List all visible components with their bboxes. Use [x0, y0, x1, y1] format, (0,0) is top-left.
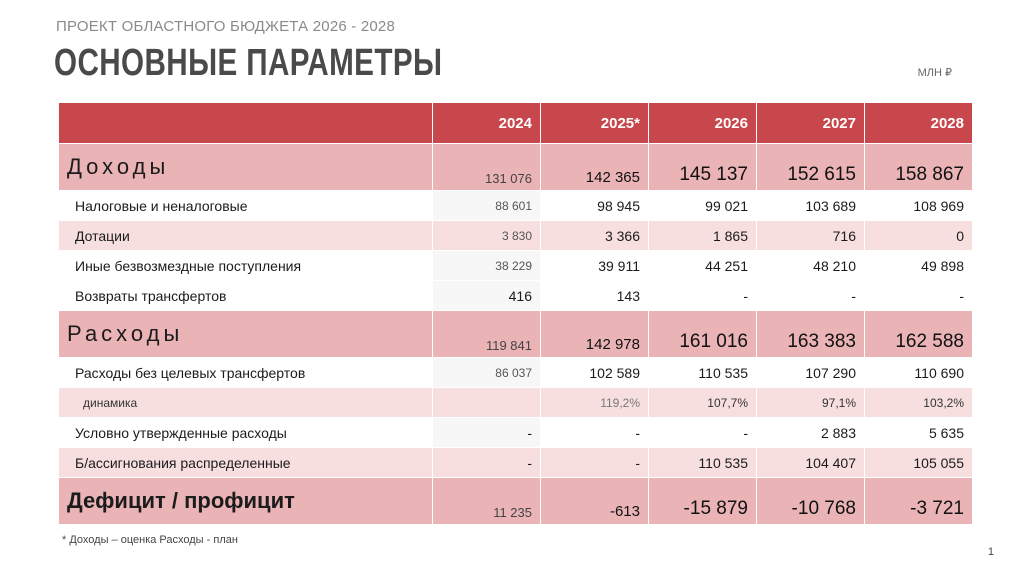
page-number: 1: [987, 546, 994, 558]
row-label: Б/ассигнования распределенные: [58, 447, 433, 478]
cell-value: 142 978: [540, 310, 649, 358]
cell-value: 49 898: [864, 250, 973, 281]
cell-value: 131 076: [432, 143, 541, 191]
cell-value: 158 867: [864, 143, 973, 191]
cell-value: 416: [432, 280, 541, 311]
year-header-2026: 2026: [648, 102, 757, 144]
row-income: Доходы 131 076 142 365 145 137 152 615 1…: [58, 143, 973, 191]
cell-value: 108 969: [864, 190, 973, 221]
cell-value: -: [540, 417, 649, 448]
cell-value: 48 210: [756, 250, 865, 281]
cell-value: 97,1%: [756, 387, 865, 418]
year-header-2024: 2024: [432, 102, 541, 144]
cell-value: 38 229: [432, 250, 541, 281]
cell-value: -: [540, 447, 649, 478]
cell-value: -613: [540, 477, 649, 525]
row-dynamics: динамика 119,2% 107,7% 97,1% 103,2%: [58, 387, 973, 418]
cell-value: 163 383: [756, 310, 865, 358]
row-label: Налоговые и неналоговые: [58, 190, 433, 221]
cell-value: 107 290: [756, 357, 865, 388]
row-deficit-surplus: Дефицит / профицит 11 235 -613 -15 879 -…: [58, 477, 973, 525]
row-label: Условно утвержденные расходы: [58, 417, 433, 448]
cell-value: 3 830: [432, 220, 541, 251]
cell-value: 119 841: [432, 310, 541, 358]
cell-value: 105 055: [864, 447, 973, 478]
cell-value: 1 865: [648, 220, 757, 251]
cell-value: 98 945: [540, 190, 649, 221]
cell-value: -15 879: [648, 477, 757, 525]
cell-value: 86 037: [432, 357, 541, 388]
row-tax-nontax: Налоговые и неналоговые 88 601 98 945 99…: [58, 190, 973, 221]
year-header-2025: 2025*: [540, 102, 649, 144]
units-label: МЛН ₽: [917, 67, 952, 79]
row-label: Дотации: [58, 220, 433, 251]
cell-value: -: [432, 447, 541, 478]
header-label-cell: [58, 102, 433, 144]
cell-value: 110 535: [648, 357, 757, 388]
year-header-2028: 2028: [864, 102, 973, 144]
cell-value: 162 588: [864, 310, 973, 358]
cell-value: 110 690: [864, 357, 973, 388]
table-header-row: 2024 2025* 2026 2027 2028: [58, 102, 973, 144]
row-label: Возвраты трансфертов: [58, 280, 433, 311]
cell-value: 161 016: [648, 310, 757, 358]
row-conditional-expenses: Условно утвержденные расходы - - - 2 883…: [58, 417, 973, 448]
cell-value: 716: [756, 220, 865, 251]
cell-value: 99 021: [648, 190, 757, 221]
row-allocated-appropriations: Б/ассигнования распределенные - - 110 53…: [58, 447, 973, 478]
cell-value: 103 689: [756, 190, 865, 221]
cell-value: 104 407: [756, 447, 865, 478]
cell-value: -: [648, 280, 757, 311]
cell-value: 44 251: [648, 250, 757, 281]
row-label: динамика: [58, 387, 433, 418]
row-label: Расходы без целевых трансфертов: [58, 357, 433, 388]
slide-title: ОСНОВНЫЕ ПАРАМЕТРЫ: [54, 42, 443, 84]
cell-value: -: [432, 417, 541, 448]
cell-value: 88 601: [432, 190, 541, 221]
cell-value: 152 615: [756, 143, 865, 191]
row-label: Расходы: [58, 310, 433, 358]
cell-value: 39 911: [540, 250, 649, 281]
cell-value: 142 365: [540, 143, 649, 191]
footnote: * Доходы – оценка Расходы - план: [62, 534, 238, 546]
cell-value: -10 768: [756, 477, 865, 525]
cell-value: 110 535: [648, 447, 757, 478]
cell-value: 11 235: [432, 477, 541, 525]
cell-value: 119,2%: [540, 387, 649, 418]
cell-value: 107,7%: [648, 387, 757, 418]
cell-value: 3 366: [540, 220, 649, 251]
cell-value: -: [756, 280, 865, 311]
cell-value: [432, 387, 541, 418]
row-subsidies: Дотации 3 830 3 366 1 865 716 0: [58, 220, 973, 251]
row-expenses-no-targeted: Расходы без целевых трансфертов 86 037 1…: [58, 357, 973, 388]
cell-value: 143: [540, 280, 649, 311]
budget-table: 2024 2025* 2026 2027 2028 Доходы 131 076…: [58, 102, 973, 525]
row-expenses: Расходы 119 841 142 978 161 016 163 383 …: [58, 310, 973, 358]
row-label: Дефицит / профицит: [58, 477, 433, 525]
row-label: Иные безвозмездные поступления: [58, 250, 433, 281]
row-other-transfers: Иные безвозмездные поступления 38 229 39…: [58, 250, 973, 281]
row-transfer-returns: Возвраты трансфертов 416 143 - - -: [58, 280, 973, 311]
cell-value: 102 589: [540, 357, 649, 388]
cell-value: -: [864, 280, 973, 311]
cell-value: 2 883: [756, 417, 865, 448]
cell-value: 0: [864, 220, 973, 251]
year-header-2027: 2027: [756, 102, 865, 144]
cell-value: -3 721: [864, 477, 973, 525]
cell-value: 5 635: [864, 417, 973, 448]
row-label: Доходы: [58, 143, 433, 191]
cell-value: -: [648, 417, 757, 448]
cell-value: 145 137: [648, 143, 757, 191]
cell-value: 103,2%: [864, 387, 973, 418]
slide-subtitle: ПРОЕКТ ОБЛАСТНОГО БЮДЖЕТА 2026 - 2028: [56, 18, 395, 35]
